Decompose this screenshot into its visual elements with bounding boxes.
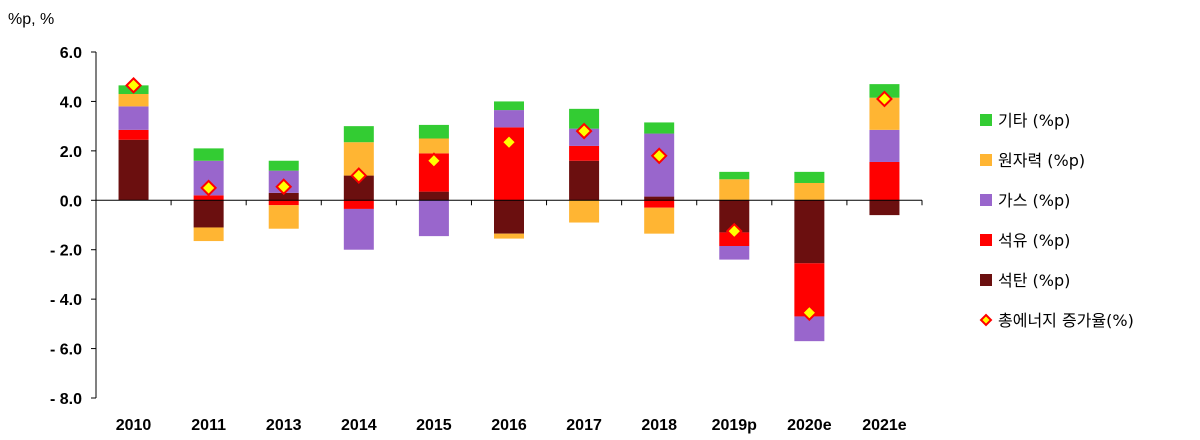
y-tick-label: 4.0 (60, 94, 82, 111)
legend-label: 석탄 (%p) (998, 271, 1070, 290)
bar-segment (118, 139, 149, 201)
legend-label: 총에너지 증가율(%) (998, 311, 1134, 330)
y-tick-label: - 2.0 (50, 243, 82, 260)
bar-segment (418, 124, 449, 139)
bar-segment (193, 200, 224, 228)
total-growth-marker (575, 122, 593, 140)
legend-item: 석유 (%p) (980, 231, 1070, 250)
total-growth-marker (725, 222, 743, 240)
bar-segment (193, 227, 224, 242)
legend-item: 총에너지 증가율(%) (979, 311, 1134, 330)
bar-segment (268, 160, 299, 171)
bar-segment (418, 191, 449, 201)
bar-segment (569, 145, 600, 161)
bar-segment (418, 200, 449, 237)
bar-segment (719, 179, 750, 201)
x-ticks: 2010 2011 2013 2014 2015 2016 2017 2018 2019p 202… (95, 200, 923, 434)
bar-segment (343, 126, 374, 143)
y-tick-label: 0.0 (60, 193, 82, 210)
y-tick-label: 2.0 (60, 144, 82, 161)
legend-swatch (980, 154, 992, 166)
legend-swatch (980, 114, 992, 126)
bar-segment (494, 101, 524, 111)
x-tick-label: 2013 (266, 417, 302, 434)
bar-segment (343, 200, 374, 209)
legend-item: 가스 (%p) (980, 191, 1070, 210)
bar-segment (343, 208, 374, 250)
legend-swatch (980, 194, 992, 206)
y-ticks: 6.0 4.0 2.0 0.0 - 2.0 - 4.0 - 6.0 - 8.0 (50, 45, 96, 408)
bar-segment (569, 200, 600, 223)
bar-segment (418, 138, 449, 154)
legend-swatch (980, 274, 992, 286)
x-tick-label: 2016 (491, 417, 527, 434)
bar-segment (869, 129, 900, 162)
bar-segment (494, 200, 524, 234)
y-axis-unit-label: %p, % (8, 11, 54, 28)
bar-segment (268, 200, 299, 206)
legend-label: 가스 (%p) (998, 191, 1070, 210)
total-growth-marker (876, 90, 893, 108)
bar-segment (794, 200, 825, 264)
y-tick-label: - 8.0 (50, 391, 82, 408)
bar-segment (869, 161, 900, 201)
bar-segment (794, 171, 825, 183)
bar-segment (193, 148, 224, 161)
bar-segment (494, 110, 524, 128)
bar-segment (193, 195, 224, 201)
bar-segment (569, 108, 600, 129)
total-growth-marker (350, 167, 368, 184)
x-tick-label: 2018 (641, 417, 677, 434)
x-tick-label: 2015 (416, 417, 452, 434)
x-tick-label: 2011 (191, 417, 226, 434)
y-tick-label: 6.0 (60, 45, 82, 62)
bar-segment (118, 94, 149, 107)
legend-label: 원자력 (%p) (998, 151, 1085, 170)
bar-segment (794, 182, 825, 201)
x-tick-label: 2014 (341, 417, 377, 434)
legend-swatch (980, 234, 992, 246)
legend-item: 석탄 (%p) (980, 271, 1070, 290)
bar-segment (719, 171, 750, 180)
bar-segment (719, 246, 750, 260)
total-growth-marker (800, 304, 818, 322)
legend-item: 기타 (%p) (980, 111, 1070, 130)
bar-segment (268, 192, 299, 201)
bar-segment (869, 200, 900, 216)
total-growth-marker (275, 178, 293, 196)
x-tick-label: 2017 (566, 417, 602, 434)
legend-marker (979, 313, 993, 327)
y-tick-label: - 4.0 (50, 292, 82, 309)
x-tick-label: 2020e (787, 417, 832, 434)
legend: 기타 (%p) 원자력 (%p) 가스 (%p) 석유 (%p) 석탄 (%p) 총에너지… (979, 111, 1134, 330)
total-growth-marker (200, 179, 218, 197)
total-growth-marker (125, 76, 142, 94)
x-tick-label: 2019p (712, 417, 758, 434)
bars-layer (118, 84, 900, 342)
bar-segment (644, 122, 675, 134)
bar-segment (644, 200, 675, 208)
bar-segment (644, 207, 675, 234)
total-growth-markers (125, 76, 893, 322)
bar-segment (494, 233, 524, 239)
x-tick-label: 2021e (862, 417, 907, 434)
total-growth-marker (650, 147, 668, 165)
legend-item: 원자력 (%p) (980, 151, 1085, 170)
bar-segment (644, 133, 675, 197)
legend-label: 석유 (%p) (998, 231, 1070, 250)
bar-segment (118, 106, 149, 130)
y-tick-label: - 6.0 (50, 342, 82, 359)
total-growth-marker (425, 152, 443, 170)
total-growth-marker (500, 133, 518, 151)
bar-segment (644, 196, 675, 201)
bar-segment (569, 160, 600, 201)
legend-label: 기타 (%p) (998, 111, 1070, 130)
x-tick-label: 2010 (116, 417, 152, 434)
bar-segment (268, 205, 299, 229)
bar-segment (118, 129, 149, 140)
